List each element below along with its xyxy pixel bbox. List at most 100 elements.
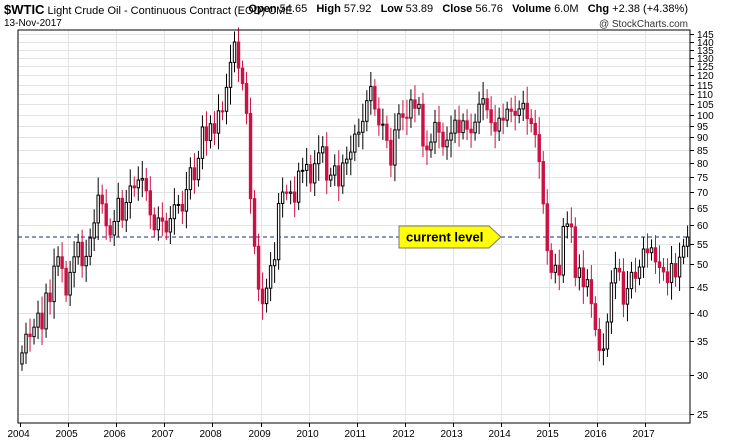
candle-body xyxy=(300,169,305,172)
candle-body xyxy=(481,98,485,105)
candle-body xyxy=(308,164,313,184)
x-tick-label: 2016 xyxy=(585,429,608,440)
candle-body xyxy=(256,245,261,290)
candle-body xyxy=(228,61,233,88)
y-tick-label: 35 xyxy=(697,337,709,348)
volume-label: Volume xyxy=(512,3,551,15)
candle-body xyxy=(116,197,120,222)
high-value: 57.92 xyxy=(343,3,372,15)
candle-body xyxy=(276,202,281,261)
candle-body xyxy=(160,217,165,222)
candle-body xyxy=(164,220,169,233)
candle-body xyxy=(433,121,437,143)
candle-body xyxy=(593,303,598,330)
brand-watermark: @ StockCharts.com xyxy=(598,19,688,30)
open-value: 54.65 xyxy=(279,3,308,15)
candle-body xyxy=(513,110,517,116)
candle-body xyxy=(441,131,445,148)
candle-body xyxy=(220,110,225,113)
candle-body xyxy=(677,256,682,278)
current-level-label: current level xyxy=(406,230,483,245)
candle-body xyxy=(260,288,265,305)
candle-body xyxy=(381,123,385,126)
close-value: 56.76 xyxy=(475,3,503,15)
candle-body xyxy=(493,122,497,132)
candle-body xyxy=(477,103,481,123)
candle-body xyxy=(268,265,273,289)
x-tick-label: 2013 xyxy=(441,429,464,440)
x-tick-label: 2009 xyxy=(249,429,272,440)
y-tick-label: 140 xyxy=(697,38,714,49)
candle-body xyxy=(184,189,189,212)
y-tick-label: 60 xyxy=(697,221,709,232)
candle-body xyxy=(681,245,686,258)
y-tick-label: 65 xyxy=(697,204,709,215)
y-tick-label: 25 xyxy=(697,410,709,421)
candle-body xyxy=(669,263,674,283)
candle-body xyxy=(321,146,325,154)
candle-body xyxy=(565,223,570,227)
candle-body xyxy=(136,179,140,189)
candle-body xyxy=(64,267,68,296)
candle-body xyxy=(641,248,646,268)
candle-body xyxy=(353,133,357,153)
x-tick-label: 2008 xyxy=(200,429,223,440)
candle-body xyxy=(497,117,501,132)
candle-body xyxy=(685,236,690,247)
candle-body xyxy=(92,222,96,239)
candle-body xyxy=(405,116,409,119)
y-tick-label: 145 xyxy=(697,30,714,41)
candle-body xyxy=(100,194,104,205)
candle-body xyxy=(40,312,44,330)
ticker-symbol: $WTIC xyxy=(4,2,45,17)
candle-body xyxy=(605,321,610,350)
candle-body xyxy=(585,279,590,288)
candle-body xyxy=(465,120,469,130)
candle-body xyxy=(657,261,662,268)
candle-body xyxy=(20,352,24,365)
candle-body xyxy=(108,225,112,236)
candle-body xyxy=(369,86,373,102)
candle-body xyxy=(44,292,48,330)
candle-body xyxy=(216,110,221,134)
y-tick-label: 55 xyxy=(697,240,709,251)
candle-body xyxy=(573,226,578,278)
candle-body xyxy=(357,131,361,135)
y-tick-label: 115 xyxy=(697,81,713,92)
candle-body xyxy=(601,348,606,351)
candle-body xyxy=(224,86,229,112)
candle-body xyxy=(329,174,333,181)
candle-body xyxy=(144,178,149,192)
candle-body xyxy=(673,263,678,278)
candle-body xyxy=(613,267,618,284)
candle-body xyxy=(252,198,257,247)
candle-body xyxy=(272,259,277,267)
candle-body xyxy=(112,220,116,236)
candle-body xyxy=(393,129,397,166)
candle-body xyxy=(489,109,493,124)
open-label: Open xyxy=(248,3,277,15)
candle-body xyxy=(312,163,317,184)
candle-body xyxy=(505,108,509,121)
x-tick-label: 2004 xyxy=(8,429,31,440)
candle-body xyxy=(637,266,642,279)
candle-body xyxy=(288,191,293,194)
candle-body xyxy=(212,123,217,134)
candle-body xyxy=(537,134,541,163)
y-tick-label: 45 xyxy=(697,283,709,294)
change-label: Chg xyxy=(587,3,610,15)
candle-body xyxy=(96,194,100,224)
candle-body xyxy=(341,162,345,187)
candle-body xyxy=(373,86,377,110)
candle-body xyxy=(24,333,28,354)
y-tick-label: 75 xyxy=(697,173,709,184)
candle-layer xyxy=(20,27,690,371)
candle-body xyxy=(645,248,650,254)
candle-body xyxy=(581,267,586,288)
candle-body xyxy=(337,165,341,187)
x-tick-label: 2012 xyxy=(393,429,416,440)
candle-body xyxy=(397,113,401,131)
candle-body xyxy=(609,282,614,323)
candle-body xyxy=(80,241,84,267)
